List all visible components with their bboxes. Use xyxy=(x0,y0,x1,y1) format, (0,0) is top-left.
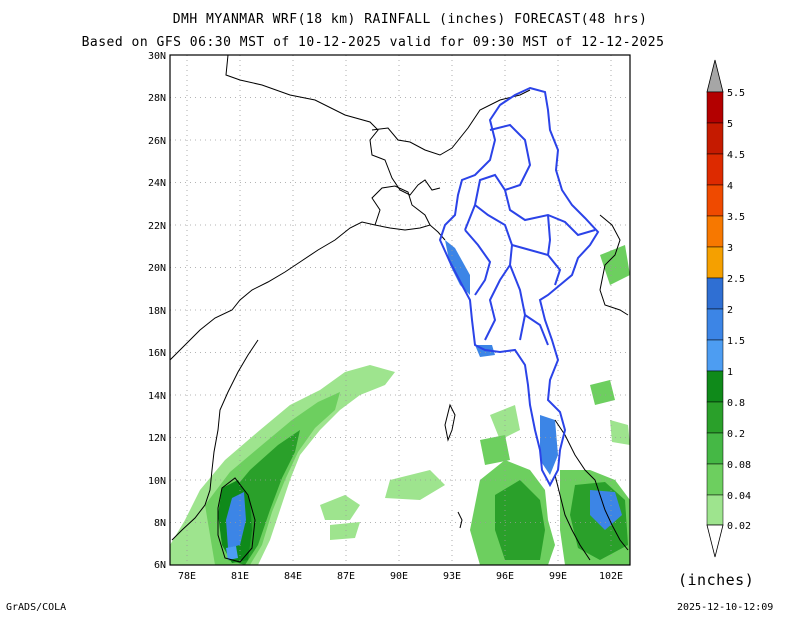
software-credit: GrADS/COLA xyxy=(6,602,67,613)
legend-swatch xyxy=(706,339,724,372)
legend-swatch xyxy=(706,432,724,465)
lat-label: 18N xyxy=(148,306,166,317)
legend-swatch xyxy=(706,246,724,279)
legend-label: 0.08 xyxy=(727,460,751,471)
legend-swatch xyxy=(706,401,724,434)
nicobar xyxy=(457,511,463,529)
division-1 xyxy=(464,123,532,231)
division-8 xyxy=(524,314,549,346)
timestamp: 2025-12-10-12:09 xyxy=(677,602,774,613)
legend-label: 0.04 xyxy=(727,491,751,502)
rain-andaman-core xyxy=(495,480,545,560)
legend-swatch xyxy=(706,153,724,186)
lat-label: 20N xyxy=(148,263,166,274)
division-6 xyxy=(464,229,492,296)
legend-label: 1 xyxy=(727,367,733,378)
legend-units: (inches) xyxy=(678,571,755,589)
legend-bottom-arrow xyxy=(706,524,724,558)
india-coast xyxy=(170,221,446,361)
division-4 xyxy=(511,244,562,286)
lat-label: 8N xyxy=(154,518,166,529)
legend-label: 1.5 xyxy=(727,336,745,347)
coastlines xyxy=(170,55,629,563)
lon-label: 84E xyxy=(284,571,302,582)
legend-label: 0.8 xyxy=(727,398,745,409)
myanmar-outline xyxy=(438,86,600,488)
rain-patch-4 xyxy=(490,405,520,440)
legend-swatch xyxy=(706,122,724,155)
legend-label: 2 xyxy=(727,305,733,316)
east-coast xyxy=(599,214,629,316)
legend-swatch xyxy=(706,494,724,526)
division-7 xyxy=(547,214,552,256)
lon-label: 90E xyxy=(390,571,408,582)
thailand-coast xyxy=(554,419,629,551)
lat-label: 12N xyxy=(148,433,166,444)
graticule xyxy=(170,55,630,565)
map-frame xyxy=(169,54,631,566)
lat-label: 30N xyxy=(148,51,166,62)
map-subtitle: Based on GFS 06:30 MST of 10-12-2025 val… xyxy=(81,35,665,50)
legend-swatch xyxy=(706,463,724,496)
sri-lanka xyxy=(217,477,256,563)
andaman-islands xyxy=(444,403,456,442)
rain-tanintharyi xyxy=(540,415,558,475)
himalaya-border xyxy=(225,55,441,196)
legend-swatch xyxy=(706,308,724,341)
rain-patch-3 xyxy=(330,522,360,540)
rain-gulf-blue xyxy=(590,490,622,530)
legend-label: 0.02 xyxy=(727,521,751,532)
lat-label: 16N xyxy=(148,348,166,359)
legend-swatch xyxy=(706,184,724,217)
lat-label: 26N xyxy=(148,136,166,147)
lat-label: 22N xyxy=(148,221,166,232)
lat-label: 28N xyxy=(148,93,166,104)
legend-swatch xyxy=(706,215,724,248)
rain-srilanka-blue xyxy=(226,492,246,548)
legend-top-arrow xyxy=(706,59,724,93)
rain-myanmar-coast xyxy=(445,240,470,295)
lon-label: 87E xyxy=(337,571,355,582)
rain-east-2 xyxy=(600,245,630,285)
color-legend: 5.5 5 4.5 4 3.5 3 2.5 2 1.5 1 0.8 0.2 0.… xyxy=(706,59,751,558)
rain-east-1 xyxy=(590,380,615,405)
legend-label: 5 xyxy=(727,119,733,130)
legend-swatch xyxy=(706,370,724,403)
legend-label: 4.5 xyxy=(727,150,745,161)
rain-east-3 xyxy=(610,420,630,445)
lon-label: 102E xyxy=(599,571,623,582)
map-title: DMH MYANMAR WRF(18 km) RAINFALL (inches)… xyxy=(172,12,648,27)
lat-label: 14N xyxy=(148,391,166,402)
legend-swatch xyxy=(706,277,724,310)
legend-label: 3.5 xyxy=(727,212,745,223)
legend-label: 2.5 xyxy=(727,274,745,285)
bangladesh xyxy=(371,185,431,226)
legend-swatch xyxy=(706,91,724,124)
legend-label: 0.2 xyxy=(727,429,745,440)
myanmar-boundaries xyxy=(438,86,600,488)
legend-label: 5.5 xyxy=(727,88,745,99)
lat-label: 6N xyxy=(154,560,166,571)
lon-label: 78E xyxy=(178,571,196,582)
lon-label: 99E xyxy=(549,571,567,582)
lat-label: 24N xyxy=(148,178,166,189)
rainfall-shading xyxy=(170,240,630,565)
rain-srilanka-red xyxy=(226,546,238,560)
india-east-south xyxy=(171,339,259,541)
lon-label: 93E xyxy=(443,571,461,582)
lat-label: 10N xyxy=(148,476,166,487)
rain-patch-2 xyxy=(385,470,445,500)
lon-label: 81E xyxy=(231,571,249,582)
division-5 xyxy=(509,264,527,341)
legend-label: 3 xyxy=(727,243,733,254)
rain-patch-1 xyxy=(320,495,360,520)
nepal-border xyxy=(371,89,531,156)
rain-patch-5 xyxy=(480,435,510,465)
malay-coast xyxy=(554,474,591,561)
lon-label: 96E xyxy=(496,571,514,582)
legend-label: 4 xyxy=(727,181,733,192)
